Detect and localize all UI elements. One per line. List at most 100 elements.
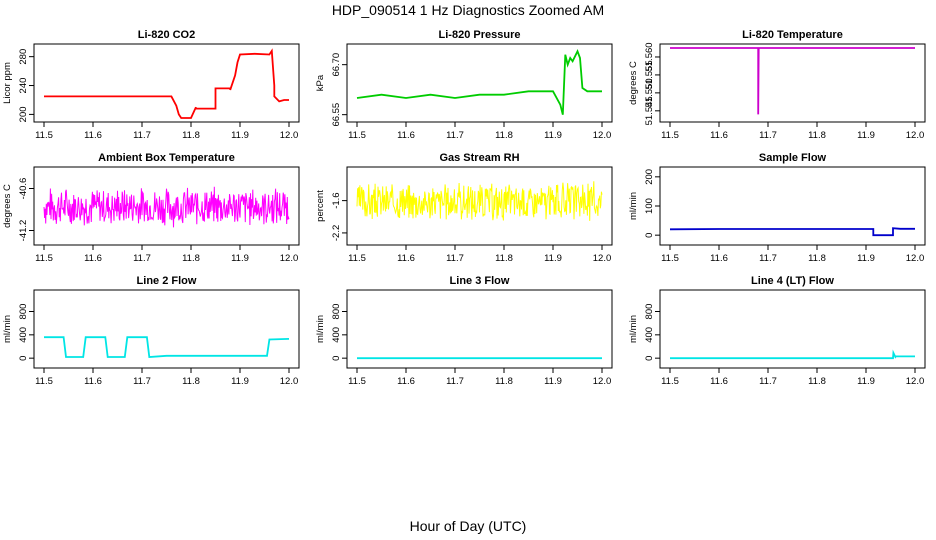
panel-2-ytick-label: 66.55	[331, 103, 342, 127]
panel-9-ytick-label: 0	[644, 356, 655, 361]
x-axis-label: Hour of Day (UTC)	[409, 518, 527, 534]
panel-5-xtick-label: 12.0	[593, 253, 612, 264]
panel-5-xtick-label: 11.9	[544, 253, 562, 264]
panel-3-xtick-label: 11.6	[710, 130, 728, 141]
panel-5-series-line	[356, 181, 603, 221]
panel-7-xtick-label: 11.9	[231, 376, 249, 387]
panel-4-xtick-label: 12.0	[280, 253, 299, 264]
panel-5-ytick-label: -1.6	[331, 192, 342, 208]
panel-7-xtick-label: 12.0	[280, 376, 299, 387]
panel-6-ytick-label: 200	[644, 169, 655, 185]
panel-7-title: Line 2 Flow	[137, 275, 197, 287]
panel-3-ytick-label: 51.550	[644, 78, 655, 107]
panel-1-xtick-label: 12.0	[280, 130, 299, 141]
panel-1-xtick-label: 11.5	[35, 130, 53, 141]
panel-9-ytick-label: 400	[644, 327, 655, 343]
panel-3-xtick-label: 12.0	[906, 130, 925, 141]
panel-5-xtick-label: 11.6	[397, 253, 415, 264]
panel-7-ytick-label: 400	[18, 327, 29, 343]
panel-3-xtick-label: 11.5	[661, 130, 679, 141]
panel-9-ytick-label: 800	[644, 304, 655, 320]
panel-6-frame	[659, 166, 926, 246]
panel-2-xtick-label: 11.9	[544, 130, 562, 141]
panel-4-xtick-label: 11.9	[231, 253, 249, 264]
panel-3-ytick-label: 51.555	[644, 60, 655, 89]
panel-4-xtick-label: 11.8	[182, 253, 200, 264]
panel-3-xtick-label: 11.9	[857, 130, 875, 141]
panel-5-title: Gas Stream RH	[439, 152, 519, 164]
panel-4-xtick-label: 11.6	[84, 253, 102, 264]
panel-2-series-line	[356, 49, 602, 115]
panel-3-series-line	[670, 47, 915, 115]
panel-3-title: Li-820 Temperature	[742, 29, 843, 41]
panel-2-xtick-label: 11.5	[348, 130, 366, 141]
panel-8-xtick-label: 11.5	[348, 376, 366, 387]
panel-1-ytick-label: 200	[18, 106, 29, 122]
panel-6-xtick-label: 11.5	[661, 253, 679, 264]
panel-2-title: Li-820 Pressure	[439, 29, 521, 41]
panel-1-xtick-label: 11.7	[133, 130, 151, 141]
panel-6-xtick-label: 11.6	[710, 253, 728, 264]
panel-8-xtick-label: 11.8	[495, 376, 513, 387]
panel-1-xtick-label: 11.8	[182, 130, 200, 141]
panel-3-xtick-label: 11.8	[808, 130, 826, 141]
panel-6-title: Sample Flow	[759, 152, 827, 164]
panel-1-xtick-label: 11.6	[84, 130, 102, 141]
panel-7-ytick-label: 800	[18, 304, 29, 320]
panel-9-ylabel: ml/min	[628, 315, 639, 343]
panel-7-xtick-label: 11.5	[35, 376, 53, 387]
panel-6-ytick-label: 100	[644, 198, 655, 214]
panel-7-xtick-label: 11.6	[84, 376, 102, 387]
panel-5-ylabel: percent	[315, 190, 326, 222]
panel-2-frame	[346, 43, 613, 123]
panel-3-ytick-label: 51.560	[644, 42, 655, 71]
panel-6-xtick-label: 11.9	[857, 253, 875, 264]
panel-1-xtick-label: 11.9	[231, 130, 249, 141]
panel-8-ytick-label: 800	[331, 304, 342, 320]
panel-9-series-line	[670, 349, 915, 360]
panel-7-xtick-label: 11.8	[182, 376, 200, 387]
panel-6-xtick-label: 11.7	[759, 253, 777, 264]
panel-2-ylabel: kPa	[315, 74, 326, 91]
panel-4-frame	[33, 166, 300, 246]
panel-8-xtick-label: 11.6	[397, 376, 415, 387]
panel-9-frame	[659, 289, 926, 369]
panel-1-frame	[33, 43, 300, 123]
panel-8-xtick-label: 11.7	[446, 376, 464, 387]
panel-3-xtick-label: 11.7	[759, 130, 777, 141]
panel-1-ylabel: Licor ppm	[2, 62, 13, 104]
panel-9-title: Line 4 (LT) Flow	[751, 275, 834, 287]
panel-3-ytick-label: 51.545	[644, 96, 655, 125]
panel-8-frame	[346, 289, 613, 369]
panel-2-xtick-label: 11.7	[446, 130, 464, 141]
panel-8-xtick-label: 12.0	[593, 376, 612, 387]
panel-1-ytick-label: 280	[18, 49, 29, 65]
panel-6-ylabel: ml/min	[628, 192, 639, 220]
panel-5-xtick-label: 11.7	[446, 253, 464, 264]
panel-4-xtick-label: 11.5	[35, 253, 53, 264]
panel-4-title: Ambient Box Temperature	[98, 152, 235, 164]
panel-7-frame	[33, 289, 300, 369]
panel-1-title: Li-820 CO2	[138, 29, 195, 41]
panel-6-xtick-label: 11.8	[808, 253, 826, 264]
panel-5-ytick-label: -2.2	[331, 225, 342, 241]
panel-6-series-line	[669, 227, 915, 237]
panel-1-series-line	[44, 48, 289, 119]
panel-1-ytick-label: 240	[18, 78, 29, 94]
panel-7-ylabel: ml/min	[2, 315, 13, 343]
panel-6-xtick-label: 12.0	[906, 253, 925, 264]
panel-4-ytick-label: -41.2	[18, 220, 29, 242]
panel-9-xtick-label: 11.8	[808, 376, 826, 387]
panel-5-frame	[346, 166, 613, 246]
panel-7-xtick-label: 11.7	[133, 376, 151, 387]
panel-5-xtick-label: 11.8	[495, 253, 513, 264]
panel-9-xtick-label: 11.7	[759, 376, 777, 387]
panel-4-ylabel: degrees C	[2, 184, 13, 228]
panel-3-frame	[659, 43, 926, 123]
panel-2-xtick-label: 11.8	[495, 130, 513, 141]
page-title: HDP_090514 1 Hz Diagnostics Zoomed AM	[331, 2, 605, 18]
panel-8-xtick-label: 11.9	[544, 376, 562, 387]
panel-2-xtick-label: 12.0	[593, 130, 612, 141]
panel-7-ytick-label: 0	[18, 356, 29, 361]
